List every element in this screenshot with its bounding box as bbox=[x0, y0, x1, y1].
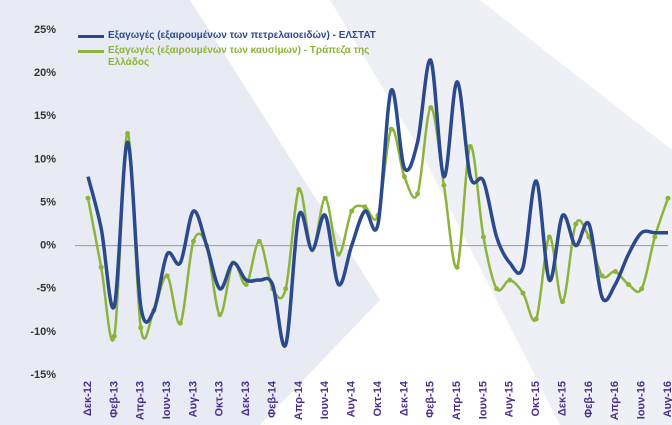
point-marker bbox=[613, 269, 618, 274]
x-tick-label: Φεβ-16 bbox=[583, 381, 595, 418]
x-tick-label: Αυγ-13 bbox=[187, 381, 199, 417]
legend-item: Εξαγωγές (εξαιρουμένων των πετρελαιοειδώ… bbox=[78, 30, 378, 42]
point-marker bbox=[165, 273, 170, 278]
legend-swatch bbox=[78, 35, 104, 38]
point-marker bbox=[521, 291, 526, 296]
point-marker bbox=[402, 174, 407, 179]
x-tick-label: Απρ-14 bbox=[293, 380, 305, 420]
point-marker bbox=[336, 252, 341, 257]
x-tick-label: Αυγ-14 bbox=[346, 380, 358, 417]
point-marker bbox=[296, 187, 301, 192]
x-tick-label: Ιουν-16 bbox=[636, 381, 648, 419]
x-tick-label: Οκτ-14 bbox=[372, 380, 384, 416]
point-marker bbox=[428, 105, 433, 110]
x-tick-label: Φεβ-15 bbox=[425, 381, 437, 418]
point-marker bbox=[257, 239, 262, 244]
x-tick-label: Φεβ-13 bbox=[108, 381, 120, 418]
point-marker bbox=[494, 286, 499, 291]
point-marker bbox=[112, 334, 117, 339]
y-tick-label: 0% bbox=[40, 240, 56, 252]
y-tick-label: -15% bbox=[30, 369, 56, 381]
x-tick-label: Ιουν-13 bbox=[161, 381, 173, 419]
legend-label: Εξαγωγές (εξαιρουμένων των πετρελαιοειδώ… bbox=[108, 30, 378, 42]
point-marker bbox=[362, 204, 367, 209]
x-tick-label: Δεκ-15 bbox=[556, 381, 568, 416]
x-tick-label: Απρ-13 bbox=[135, 381, 147, 420]
point-marker bbox=[507, 278, 512, 283]
point-marker bbox=[349, 209, 354, 214]
x-tick-label: Αυγ-15 bbox=[504, 381, 516, 417]
point-marker bbox=[573, 222, 578, 227]
point-marker bbox=[283, 286, 288, 291]
y-tick-label: 15% bbox=[34, 110, 56, 122]
x-tick-label: Απρ-16 bbox=[609, 381, 621, 420]
point-marker bbox=[547, 235, 552, 240]
y-tick-label: 20% bbox=[34, 67, 56, 79]
legend-label: Εξαγωγές (εξαιρουμένων των καυσίμων) - Τ… bbox=[108, 45, 378, 69]
point-marker bbox=[666, 196, 671, 201]
y-tick-label: -10% bbox=[30, 326, 56, 338]
point-marker bbox=[600, 273, 605, 278]
x-tick-label: Αυγ-16 bbox=[662, 381, 672, 417]
x-tick-label: Δεκ-14 bbox=[398, 380, 410, 416]
legend-item: Εξαγωγές (εξαιρουμένων των καυσίμων) - Τ… bbox=[78, 45, 378, 69]
point-marker bbox=[217, 312, 222, 317]
point-marker bbox=[534, 316, 539, 321]
point-marker bbox=[244, 282, 249, 287]
point-marker bbox=[560, 299, 565, 304]
y-tick-label: 5% bbox=[40, 196, 56, 208]
x-tick-label: Οκτ-13 bbox=[214, 381, 226, 417]
y-tick-label: -5% bbox=[36, 283, 56, 295]
point-marker bbox=[178, 321, 183, 326]
x-tick-label: Απρ-15 bbox=[451, 381, 463, 420]
y-tick-label: 10% bbox=[34, 153, 56, 165]
point-marker bbox=[389, 127, 394, 132]
point-marker bbox=[138, 325, 143, 330]
legend: Εξαγωγές (εξαιρουμένων των πετρελαιοειδώ… bbox=[78, 30, 378, 72]
x-tick-label: Οκτ-15 bbox=[530, 381, 542, 417]
point-marker bbox=[191, 239, 196, 244]
y-tick-label: 25% bbox=[34, 24, 56, 36]
x-tick-label: Φεβ-14 bbox=[266, 380, 278, 418]
point-marker bbox=[652, 235, 657, 240]
point-marker bbox=[86, 196, 91, 201]
point-marker bbox=[323, 196, 328, 201]
point-marker bbox=[125, 131, 130, 136]
point-marker bbox=[99, 265, 104, 270]
point-marker bbox=[481, 235, 486, 240]
x-tick-label: Δεκ-12 bbox=[82, 381, 94, 416]
page: 25% 20% 15% 10% 5% 0% -5% -10% -15% Δεκ-12 Φεβ-13 Α… bbox=[0, 0, 672, 425]
x-tick-label: Δεκ-13 bbox=[240, 381, 252, 416]
point-marker bbox=[441, 183, 446, 188]
point-marker bbox=[468, 144, 473, 149]
point-marker bbox=[415, 191, 420, 196]
legend-swatch bbox=[78, 50, 104, 53]
point-marker bbox=[626, 282, 631, 287]
point-marker bbox=[455, 265, 460, 270]
x-tick-label: Ιουν-15 bbox=[477, 381, 489, 419]
x-tick-label: Ιουν-14 bbox=[319, 380, 331, 419]
point-marker bbox=[639, 286, 644, 291]
